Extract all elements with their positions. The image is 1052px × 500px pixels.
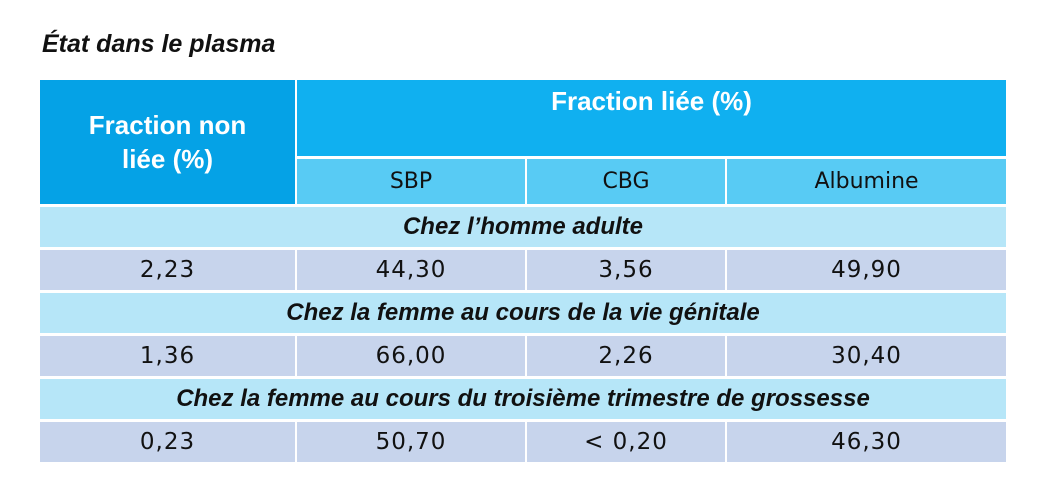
column-header: CBG bbox=[527, 158, 725, 204]
header-bound: Fraction liée (%) bbox=[297, 80, 1006, 156]
data-row: 0,23 50,70 < 0,20 46,30 bbox=[40, 422, 1006, 462]
value-cell: 2,26 bbox=[527, 336, 725, 376]
section-row: Chez la femme au cours du troisième trim… bbox=[40, 379, 1006, 419]
table: Fraction non liée (%) Fraction liée (%) … bbox=[38, 77, 1008, 465]
section-label: Chez la femme au cours du troisième trim… bbox=[40, 379, 1006, 419]
section-label: Chez l’homme adulte bbox=[40, 207, 1006, 247]
title: État dans le plasma bbox=[42, 30, 276, 58]
value-cell: 30,40 bbox=[727, 336, 1006, 376]
value-cell: 0,23 bbox=[40, 422, 295, 462]
column-header: SBP bbox=[297, 158, 525, 204]
value-cell: 50,70 bbox=[297, 422, 525, 462]
value-cell: 66,00 bbox=[297, 336, 525, 376]
value-cell: 1,36 bbox=[40, 336, 295, 376]
data-row: 1,36 66,00 2,26 30,40 bbox=[40, 336, 1006, 376]
value-cell: 46,30 bbox=[727, 422, 1006, 462]
section-label: Chez la femme au cours de la vie génital… bbox=[40, 293, 1006, 333]
value-cell: 2,23 bbox=[40, 250, 295, 290]
column-header: Albumine bbox=[727, 158, 1006, 204]
value-cell: 3,56 bbox=[527, 250, 725, 290]
value-cell: 44,30 bbox=[297, 250, 525, 290]
data-row: 2,23 44,30 3,56 49,90 bbox=[40, 250, 1006, 290]
section-row: Chez la femme au cours de la vie génital… bbox=[40, 293, 1006, 333]
header-unbound: Fraction non liée (%) bbox=[40, 80, 295, 204]
value-cell: 49,90 bbox=[727, 250, 1006, 290]
table-body: Chez l’homme adulte 2,23 44,30 3,56 49,90 Che… bbox=[40, 207, 1006, 462]
value-cell: < 0,20 bbox=[527, 422, 725, 462]
section-row: Chez l’homme adulte bbox=[40, 207, 1006, 247]
header-text: Fraction non liée (%) bbox=[88, 110, 247, 174]
